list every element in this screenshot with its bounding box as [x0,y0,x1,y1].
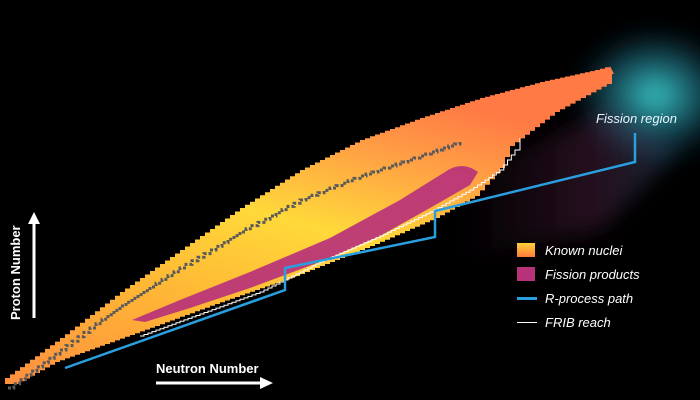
legend-label: Fission products [545,266,640,282]
fission-region-label: Fission region [596,111,677,126]
legend-item-fission-products: Fission products [517,262,640,286]
legend: Known nuclei Fission products R-process … [517,238,640,334]
legend-label: Known nuclei [545,242,623,258]
fission-haze [460,110,680,260]
fission-products-region [132,166,478,322]
known-nuclei-region [5,66,614,384]
frib-reach-swatch [517,321,537,323]
y-axis-label: Proton Number [8,225,23,320]
frib-reach-line [140,138,521,337]
x-axis-label: Neutron Number [156,361,259,376]
r-process-path-line [64,133,637,370]
legend-item-r-process-path: R-process path [517,286,640,310]
legend-label: FRIB reach [545,314,611,330]
legend-item-known-nuclei: Known nuclei [517,238,640,262]
fission-products-swatch [517,267,535,281]
known-nuclei-swatch [517,243,535,257]
y-axis-arrow [28,212,40,318]
x-axis-arrow [156,377,273,389]
legend-item-frib-reach: FRIB reach [517,310,640,334]
r-process-path-swatch [517,296,537,300]
stable-nuclei-line [8,142,462,390]
legend-label: R-process path [545,290,634,306]
